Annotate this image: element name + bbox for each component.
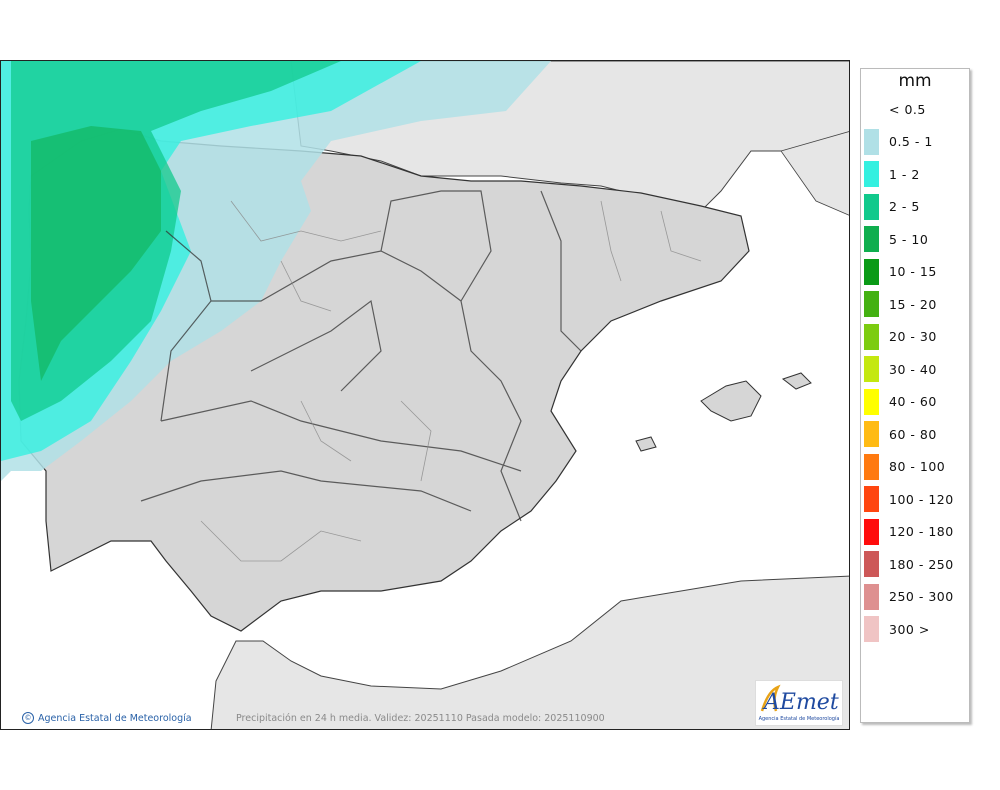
map-caption: Precipitación en 24 h media. Validez: 20… bbox=[236, 713, 605, 724]
legend-swatch bbox=[864, 128, 879, 155]
africa-landmass bbox=[210, 575, 849, 729]
legend-label: 0.5 - 1 bbox=[889, 134, 933, 149]
legend-item: 1 - 2 bbox=[864, 161, 920, 187]
legend-label: 1 - 2 bbox=[889, 166, 920, 182]
legend-swatch bbox=[864, 161, 879, 187]
legend-label: 40 - 60 bbox=[889, 394, 937, 409]
svg-text:Agencia Estatal de Meteorologí: Agencia Estatal de Meteorología bbox=[759, 715, 840, 722]
legend-item: 100 - 120 bbox=[864, 486, 954, 512]
legend-label: 120 - 180 bbox=[889, 524, 954, 539]
legend-unit: mm bbox=[898, 71, 932, 91]
legend-swatch bbox=[864, 323, 879, 350]
legend-swatch bbox=[864, 226, 879, 252]
precipitation-map bbox=[0, 60, 850, 730]
svg-text:AEmet: AEmet bbox=[762, 690, 839, 715]
legend-item: 10 - 15 bbox=[864, 258, 937, 285]
legend-item: 2 - 5 bbox=[864, 193, 920, 220]
legend-label: < 0.5 bbox=[889, 101, 926, 117]
legend-item: 300 > bbox=[864, 616, 930, 642]
legend-label: 2 - 5 bbox=[889, 199, 920, 214]
copyright-icon: © bbox=[22, 712, 34, 724]
legend-item: 20 - 30 bbox=[864, 323, 937, 350]
legend-item: 80 - 100 bbox=[864, 453, 946, 480]
legend-item: 250 - 300 bbox=[864, 583, 954, 610]
legend-item: 120 - 180 bbox=[864, 518, 954, 545]
legend-label: 250 - 300 bbox=[889, 589, 954, 604]
legend-swatch bbox=[864, 616, 879, 642]
legend-swatch bbox=[864, 583, 879, 610]
legend-label: 15 - 20 bbox=[889, 296, 937, 312]
legend-swatch bbox=[864, 193, 879, 220]
legend-label: 20 - 30 bbox=[889, 329, 937, 344]
legend-swatch bbox=[864, 518, 879, 545]
legend-item: 30 - 40 bbox=[864, 356, 937, 382]
credit-text: Agencia Estatal de Meteorología bbox=[38, 712, 192, 724]
legend-label: 10 - 15 bbox=[889, 264, 937, 279]
legend-item: 0.5 - 1 bbox=[864, 128, 933, 155]
legend-swatch bbox=[864, 551, 879, 577]
legend-item: 40 - 60 bbox=[864, 388, 937, 415]
legend-label: 180 - 250 bbox=[889, 556, 954, 572]
legend-swatch bbox=[864, 486, 879, 512]
legend-swatch bbox=[864, 96, 879, 122]
legend-label: 60 - 80 bbox=[889, 426, 937, 442]
legend-label: 80 - 100 bbox=[889, 459, 946, 474]
legend-swatch bbox=[864, 356, 879, 382]
legend-item: 5 - 10 bbox=[864, 226, 928, 252]
precip-band-5-10 bbox=[31, 126, 161, 381]
legend-swatch bbox=[864, 388, 879, 415]
legend-swatch bbox=[864, 421, 879, 447]
legend-label: 100 - 120 bbox=[889, 491, 954, 507]
precipitation-legend: mm < 0.5 0.5 - 1 1 - 2 2 - 5 5 - 10 10 - 15 15… bbox=[860, 68, 970, 723]
legend-swatch bbox=[864, 453, 879, 480]
legend-item: 180 - 250 bbox=[864, 551, 954, 577]
aemet-logo: AEmet Agencia Estatal de Meteorología bbox=[755, 680, 843, 726]
legend-item: < 0.5 bbox=[864, 96, 926, 122]
legend-label: 300 > bbox=[889, 621, 930, 637]
legend-swatch bbox=[864, 291, 879, 317]
legend-label: 30 - 40 bbox=[889, 361, 937, 377]
legend-item: 60 - 80 bbox=[864, 421, 937, 447]
legend-swatch bbox=[864, 258, 879, 285]
legend-label: 5 - 10 bbox=[889, 231, 929, 247]
agency-credit: © Agencia Estatal de Meteorología bbox=[22, 712, 192, 724]
legend-item: 15 - 20 bbox=[864, 291, 937, 317]
